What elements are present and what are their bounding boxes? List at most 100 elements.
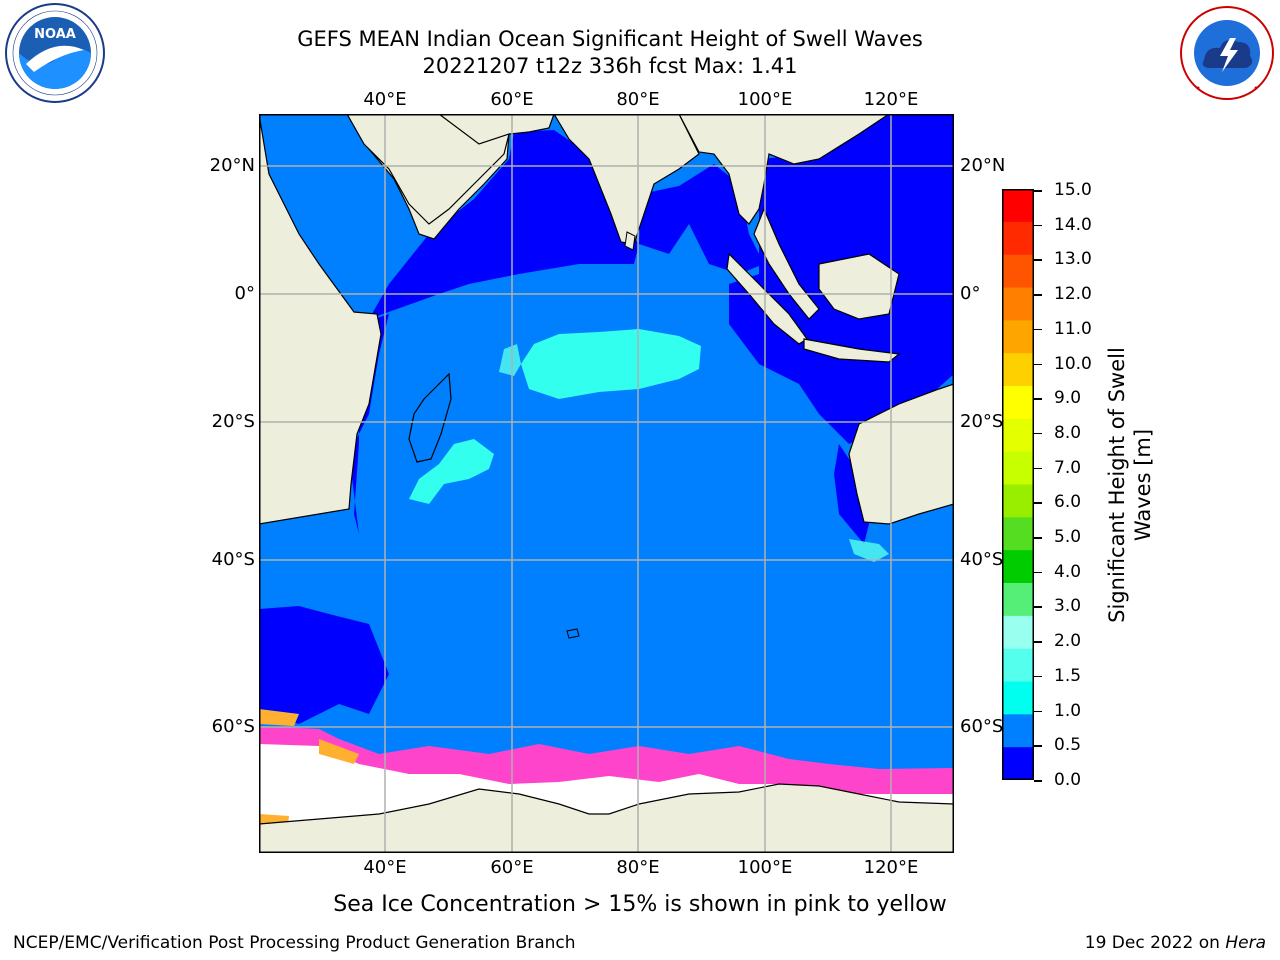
colorbar-tick-label: 2.0 bbox=[1054, 631, 1082, 652]
colorbar-label: Significant Height of Swell Waves [m] bbox=[1104, 315, 1156, 655]
lon-tick-top-40e: 40°E bbox=[363, 89, 407, 110]
colorbar-swatch bbox=[1002, 221, 1034, 256]
colorbar-swatch bbox=[1002, 386, 1034, 420]
lon-tick-bottom-100e: 100°E bbox=[737, 857, 793, 878]
lat-tick-right-0: 0° bbox=[960, 283, 981, 304]
land-borneo-sulawesi bbox=[818, 253, 900, 320]
lon-tick-bottom-60e: 60°E bbox=[490, 857, 534, 878]
colorbar-swatch bbox=[1002, 451, 1034, 485]
noaa-logo-text: NOAA bbox=[34, 27, 76, 42]
colorbar-label-line2: Waves [m] bbox=[1131, 428, 1155, 542]
colorbar-tick-label: 3.0 bbox=[1054, 596, 1082, 617]
low-swell-arabian-sea bbox=[369, 130, 639, 319]
land-australia bbox=[848, 383, 954, 525]
colorbar-swatch bbox=[1002, 714, 1034, 748]
noaa-logo: NOAA bbox=[5, 3, 105, 103]
colorbar-swatch bbox=[1002, 681, 1034, 715]
lat-tick-left-40s: 40°S bbox=[211, 549, 255, 570]
lat-tick-right-40s: 40°S bbox=[960, 549, 1004, 570]
lon-tick-bottom-80e: 80°E bbox=[616, 857, 660, 878]
land-malay-peninsula bbox=[753, 207, 820, 320]
lat-tick-left-60s: 60°S bbox=[211, 716, 255, 737]
colorbar-tick-mark bbox=[1034, 294, 1042, 296]
colorbar-swatch bbox=[1002, 189, 1034, 223]
colorbar-tick-label: 1.5 bbox=[1054, 665, 1082, 686]
colorbar-tick-mark bbox=[1034, 780, 1042, 782]
chart-title: GEFS MEAN Indian Ocean Significant Heigh… bbox=[297, 27, 923, 51]
high-swell-central-patch bbox=[521, 329, 701, 399]
colorbar-tick-mark bbox=[1034, 363, 1042, 366]
colorbar-tick-mark bbox=[1034, 641, 1042, 643]
low-swell-bay-of-bengal bbox=[639, 164, 764, 274]
colorbar-tick-label: 10.0 bbox=[1054, 353, 1092, 374]
colorbar-tick-mark bbox=[1034, 745, 1042, 747]
colorbar-swatch bbox=[1002, 484, 1034, 518]
colorbar bbox=[1002, 189, 1034, 780]
land-kerguelen bbox=[566, 628, 580, 639]
footer-date: 19 Dec 2022 on Hera bbox=[1085, 933, 1266, 953]
colorbar-tick-label: 6.0 bbox=[1054, 492, 1082, 513]
land-java bbox=[803, 338, 901, 363]
colorbar-swatch bbox=[1002, 583, 1034, 617]
high-swell-madagascar-east bbox=[409, 439, 494, 504]
high-swell-south-australia bbox=[849, 539, 889, 562]
colorbar-tick-mark bbox=[1034, 467, 1042, 470]
colorbar-tick-mark bbox=[1034, 537, 1042, 539]
nws-logo bbox=[1178, 4, 1276, 102]
footer-credit: NCEP/EMC/Verification Post Processing Pr… bbox=[13, 933, 576, 953]
lat-tick-left-0: 0° bbox=[234, 283, 255, 304]
lat-tick-left-20s: 20°S bbox=[211, 411, 255, 432]
lat-tick-right-60s: 60°S bbox=[960, 716, 1004, 737]
low-swell-southwest bbox=[259, 606, 389, 724]
colorbar-swatch bbox=[1002, 353, 1034, 387]
land-sri-lanka bbox=[624, 231, 636, 251]
lon-tick-top-80e: 80°E bbox=[616, 89, 660, 110]
land-southeast-asia bbox=[678, 114, 891, 225]
colorbar-tick-label: 13.0 bbox=[1054, 249, 1092, 270]
indian-ocean-map bbox=[259, 114, 954, 853]
colorbar-tick-mark bbox=[1034, 710, 1042, 713]
colorbar-tick-mark bbox=[1034, 432, 1042, 435]
high-swell-small-patch-1 bbox=[499, 344, 521, 376]
colorbar-tick-label: 12.0 bbox=[1054, 284, 1092, 305]
colorbar-swatch bbox=[1002, 287, 1034, 321]
colorbar-swatch bbox=[1002, 254, 1034, 288]
colorbar-tick-label: 1.0 bbox=[1054, 700, 1082, 721]
sea-ice-orange-3 bbox=[319, 739, 359, 764]
lon-tick-top-120e: 120°E bbox=[863, 89, 919, 110]
colorbar-tick-label: 8.0 bbox=[1054, 422, 1082, 443]
colorbar-tick-label: 7.0 bbox=[1054, 457, 1082, 478]
graticule bbox=[259, 114, 954, 853]
land-madagascar bbox=[408, 372, 452, 463]
colorbar-tick-mark bbox=[1034, 190, 1042, 192]
colorbar-tick-label: 15.0 bbox=[1054, 180, 1092, 200]
colorbar-tick-label: 5.0 bbox=[1054, 527, 1082, 548]
low-swell-australia-west bbox=[834, 444, 869, 544]
sea-ice-orange-1 bbox=[259, 709, 299, 726]
colorbar-tick-mark bbox=[1034, 675, 1042, 678]
footer-machine: Hera bbox=[1225, 933, 1266, 953]
colorbar-tick-label: 0.0 bbox=[1054, 770, 1082, 790]
footer-date-text: 19 Dec 2022 on bbox=[1084, 933, 1226, 953]
lon-tick-bottom-120e: 120°E bbox=[863, 857, 919, 878]
colorbar-tick-label: 14.0 bbox=[1054, 214, 1092, 235]
land-antarctica bbox=[259, 783, 954, 853]
lon-tick-top-60e: 60°E bbox=[490, 89, 534, 110]
colorbar-swatch bbox=[1002, 550, 1034, 584]
colorbar-tick-label: 4.0 bbox=[1054, 561, 1082, 582]
colorbar-tick-mark bbox=[1034, 224, 1042, 227]
colorbar-label-line1: Significant Height of Swell bbox=[1105, 347, 1129, 623]
lat-tick-right-20n: 20°N bbox=[960, 155, 1006, 176]
colorbar-swatch bbox=[1002, 747, 1034, 780]
colorbar-tick-label: 0.5 bbox=[1054, 735, 1082, 756]
colorbar-tick-label: 11.0 bbox=[1054, 318, 1092, 339]
colorbar-tick-label: 9.0 bbox=[1054, 388, 1082, 409]
colorbar-swatch bbox=[1002, 320, 1034, 354]
colorbar-swatch bbox=[1002, 615, 1034, 650]
colorbar-tick-mark bbox=[1034, 328, 1042, 331]
colorbar-tick-mark bbox=[1034, 571, 1042, 574]
colorbar-swatch bbox=[1002, 648, 1034, 682]
lon-tick-bottom-40e: 40°E bbox=[363, 857, 407, 878]
colorbar-tick-mark bbox=[1034, 502, 1042, 504]
colorbar-tick-mark bbox=[1034, 398, 1042, 400]
